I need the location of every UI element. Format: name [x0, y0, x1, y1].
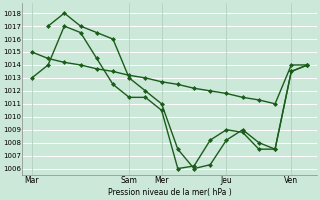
X-axis label: Pression niveau de la mer( hPa ): Pression niveau de la mer( hPa )	[108, 188, 232, 197]
